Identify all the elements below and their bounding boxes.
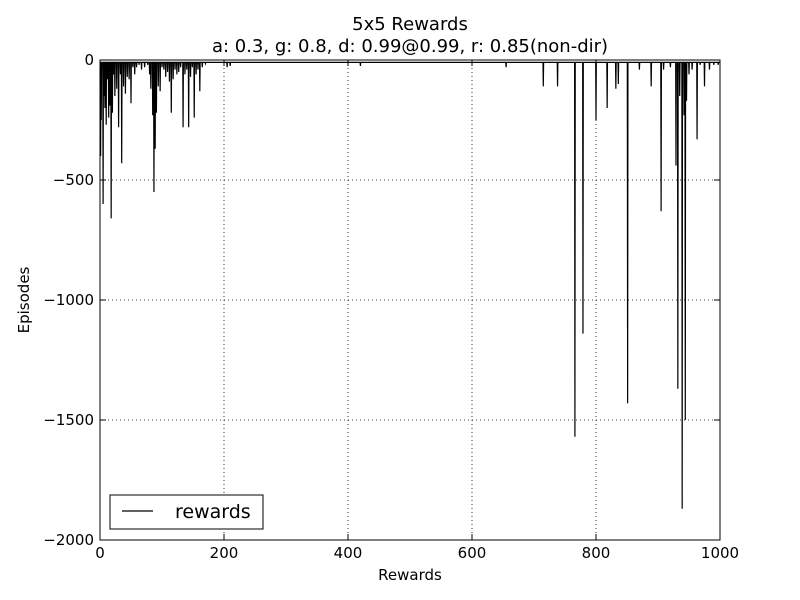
legend-label-rewards: rewards [175,501,251,523]
y-tick-label--500: −500 [53,171,94,189]
series-line-rewards [99,61,720,509]
x-tick-label-600: 600 [458,544,487,562]
y-tick-label--1500: −1500 [43,411,94,429]
x-tick-label-0: 0 [95,544,105,562]
x-tick-label-200: 200 [210,544,239,562]
y-tick-label-0: 0 [84,51,94,69]
x-tick-label-400: 400 [334,544,363,562]
x-axis-label: Rewards [378,566,442,584]
grid-lines [100,60,720,540]
legend-box [109,494,264,530]
y-axis-label: Episodes [15,266,33,333]
x-tick-label-800: 800 [582,544,611,562]
y-axis: 0 −500 −1000 −1500 −2000 [43,51,720,549]
chart-subtitle: a: 0.3, g: 0.8, d: 0.99@0.99, r: 0.85(no… [212,36,608,57]
y-tick-label--2000: −2000 [43,531,94,549]
x-tick-label-1000: 1000 [701,544,739,562]
y-tick-label--1000: −1000 [43,291,94,309]
legend: rewards [109,494,264,530]
x-axis: 0 200 400 600 800 1000 [95,60,739,562]
series-group [99,61,720,509]
chart-title: 5x5 Rewards [352,14,468,35]
